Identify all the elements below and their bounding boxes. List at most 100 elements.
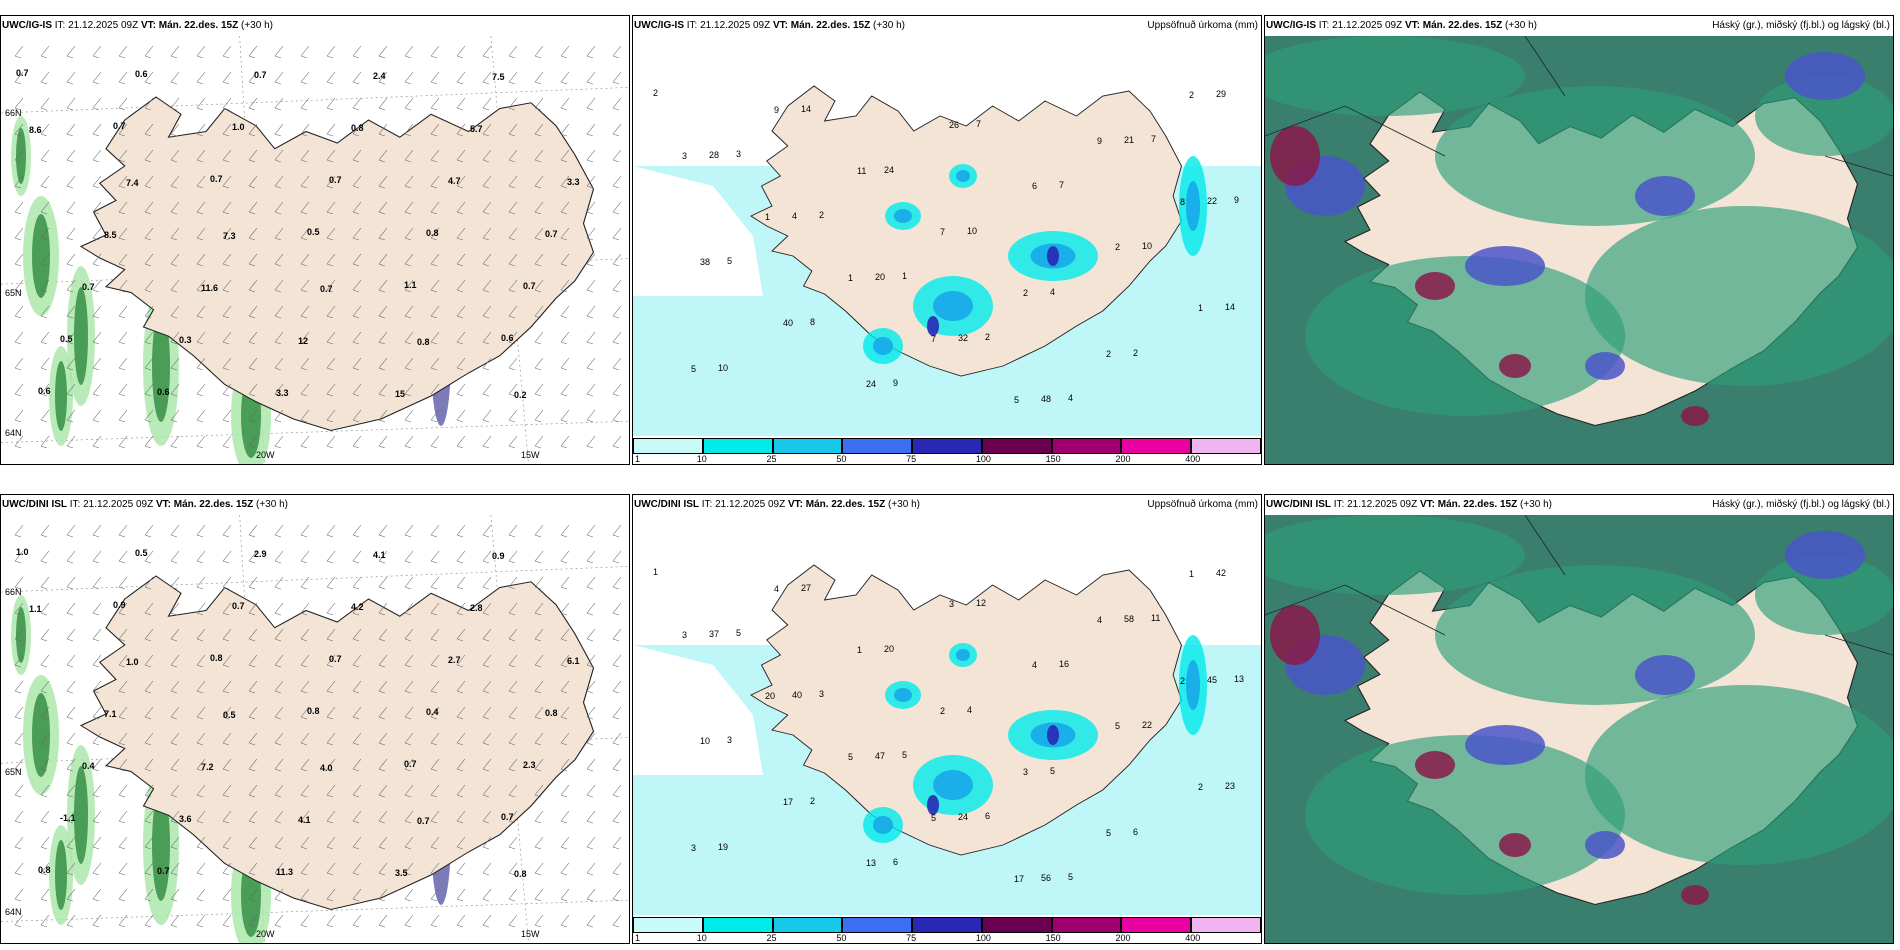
wind-barb xyxy=(14,97,24,111)
wind-barb xyxy=(40,914,50,928)
wind-barb xyxy=(534,71,544,85)
wind-barb xyxy=(586,45,596,59)
wind-barb xyxy=(352,45,362,59)
wind-value-label: 0.7 xyxy=(82,282,95,292)
wind-barb xyxy=(196,862,206,876)
wind-barb xyxy=(508,71,518,85)
wind-barb xyxy=(196,201,206,215)
wind-value-label: 7.1 xyxy=(104,709,117,719)
wind-barb xyxy=(144,550,154,564)
wind-barb xyxy=(326,253,336,267)
wind-barb xyxy=(274,914,284,928)
wind-barb xyxy=(560,175,570,189)
wind-barb xyxy=(118,201,128,215)
wind-barb xyxy=(92,331,102,345)
wind-barb xyxy=(378,524,388,538)
wind-barb xyxy=(196,576,206,590)
wind-barb xyxy=(274,680,284,694)
wind-barb xyxy=(222,175,232,189)
wind-barb xyxy=(404,201,414,215)
precip-area-high xyxy=(1186,181,1200,231)
wind-barb xyxy=(352,123,362,137)
wind-barb xyxy=(40,732,50,746)
precip-value-label: 2 xyxy=(1189,90,1194,100)
grid-label: 66N xyxy=(5,587,22,597)
precip-value-label: 8 xyxy=(1180,197,1185,207)
wind-barb xyxy=(430,383,440,397)
init-time: IT: 21.12.2025 09Z xyxy=(686,20,771,31)
wind-area-dark xyxy=(74,766,88,864)
precip-value-label: 3 xyxy=(819,689,824,699)
wind-barb xyxy=(144,784,154,798)
wind-barb xyxy=(586,550,596,564)
precip-panel-top: UWC/IG-IS IT: 21.12.2025 09Z VT: Mán. 22… xyxy=(632,15,1262,465)
wind-barb xyxy=(144,409,154,423)
wind-barb xyxy=(352,331,362,345)
wind-barb xyxy=(118,836,128,850)
wind-barb xyxy=(378,435,388,449)
wind-barb xyxy=(118,524,128,538)
wind-barb xyxy=(534,914,544,928)
wind-barb xyxy=(508,758,518,772)
high-cloud-area xyxy=(1435,86,1755,226)
wind-barb xyxy=(92,732,102,746)
precip-value-label: 4 xyxy=(1097,615,1102,625)
low-cloud-area xyxy=(1415,751,1455,779)
wind-barb xyxy=(430,227,440,241)
wind-barb xyxy=(66,784,76,798)
wind-barb xyxy=(248,732,258,746)
precip-value-label: 17 xyxy=(1014,874,1024,884)
precip-value-label: 4 xyxy=(774,584,779,594)
mid-cloud-area xyxy=(1785,52,1865,100)
wind-barb xyxy=(508,628,518,642)
wind-barb xyxy=(560,201,570,215)
iceland-coastline xyxy=(79,575,595,911)
wind-value-label: 3.3 xyxy=(567,177,580,187)
wind-value-label: 0.6 xyxy=(157,387,170,397)
wind-barb xyxy=(352,654,362,668)
wind-barb xyxy=(300,758,310,772)
low-cloud-area xyxy=(1681,406,1709,426)
wind-barb xyxy=(456,357,466,371)
wind-barb xyxy=(456,732,466,746)
wind-barb xyxy=(40,810,50,824)
wind-barb xyxy=(560,680,570,694)
wind-barb xyxy=(66,409,76,423)
wind-barb xyxy=(40,524,50,538)
wind-barb xyxy=(170,175,180,189)
wind-barb xyxy=(430,732,440,746)
wind-panel-bottom: UWC/DINI ISL IT: 21.12.2025 09Z VT: Mán.… xyxy=(0,494,630,944)
wind-barb xyxy=(508,201,518,215)
wind-barb xyxy=(430,331,440,345)
precip-value-label: 9 xyxy=(774,105,779,115)
wind-barb xyxy=(40,123,50,137)
wind-barb xyxy=(144,628,154,642)
wind-barb xyxy=(222,810,232,824)
wind-barb xyxy=(274,279,284,293)
wind-barb xyxy=(326,810,336,824)
low-cloud-area xyxy=(1499,833,1531,857)
wind-barb xyxy=(118,888,128,902)
wind-value-label: 1.1 xyxy=(29,604,42,614)
wind-barb xyxy=(170,836,180,850)
wind-barb xyxy=(144,71,154,85)
wind-barb xyxy=(612,331,622,345)
precip-value-label: 3 xyxy=(1023,767,1028,777)
wind-barb xyxy=(482,45,492,59)
precip-value-label: 7 xyxy=(940,227,945,237)
wind-barb xyxy=(196,784,206,798)
wind-barb xyxy=(248,97,258,111)
precip-value-labels: 1535651113326121622231927204564237404724… xyxy=(653,567,1244,884)
wind-barb xyxy=(352,628,362,642)
wind-barb xyxy=(274,836,284,850)
wind-barb xyxy=(92,862,102,876)
wind-barb xyxy=(404,576,414,590)
colorbar-swatch xyxy=(702,438,773,454)
precip-value-label: 22 xyxy=(1207,196,1217,206)
wind-barb xyxy=(274,253,284,267)
wind-barb xyxy=(508,836,518,850)
wind-barb xyxy=(404,149,414,163)
high-cloud-area xyxy=(1585,206,1893,386)
wind-barb xyxy=(534,253,544,267)
wind-barb xyxy=(300,409,310,423)
